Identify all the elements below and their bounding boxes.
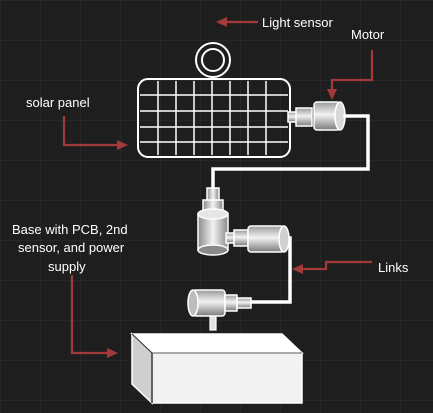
- arrow-solar-panel: [62, 116, 128, 150]
- base-box-icon: [130, 332, 304, 405]
- solar-panel-label: solar panel: [26, 95, 90, 110]
- top-motor-icon: [287, 101, 346, 131]
- arrow-motor: [327, 50, 374, 100]
- arrow-light-sensor: [216, 17, 258, 27]
- base-label-line2: sensor, and power: [18, 240, 125, 255]
- solar-panel-icon: [137, 78, 291, 158]
- links-label: Links: [378, 260, 409, 275]
- light-sensor-label: Light sensor: [262, 15, 333, 30]
- base-label-line3: supply: [48, 259, 86, 274]
- arrow-base: [70, 275, 118, 358]
- bottom-motor-icon: [187, 289, 252, 331]
- motor-label: Motor: [351, 27, 385, 42]
- middle-horizontal-motor-icon: [225, 225, 290, 253]
- light-sensor-icon: [195, 42, 231, 78]
- middle-vertical-motor-icon: [197, 187, 229, 256]
- base-label-line1: Base with PCB, 2nd: [12, 222, 128, 237]
- arrow-links: [292, 260, 372, 274]
